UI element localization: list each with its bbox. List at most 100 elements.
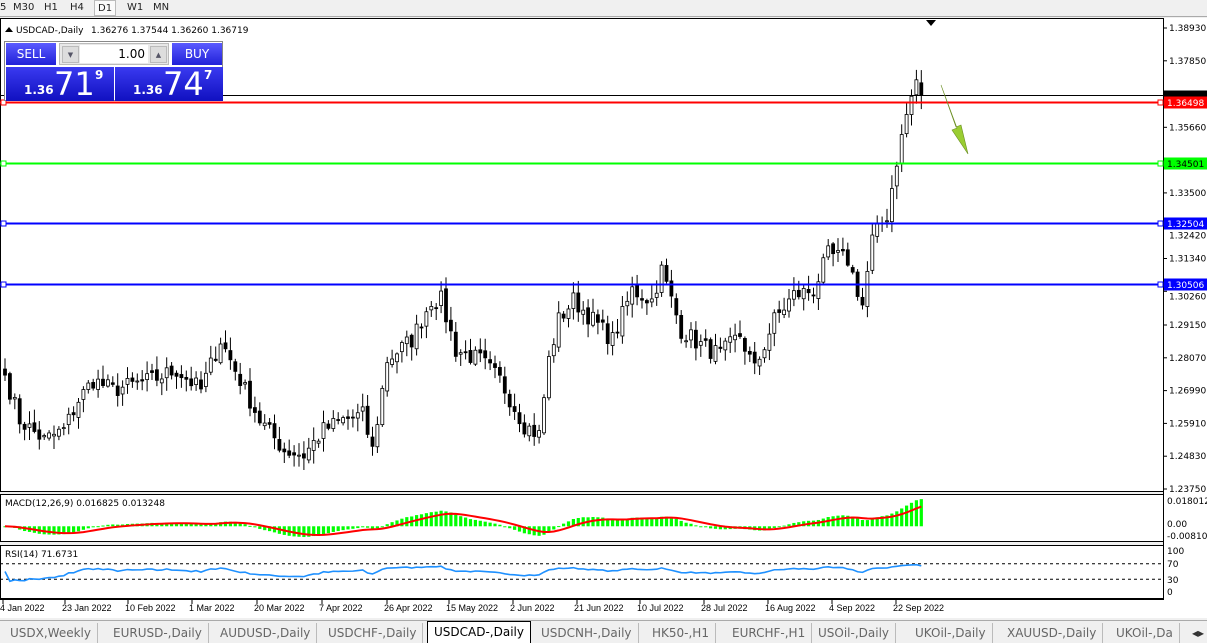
candle-body <box>517 412 522 425</box>
macd-bar <box>679 520 683 527</box>
candle-body <box>27 423 32 428</box>
macd-bar <box>483 521 487 527</box>
lot-size-input[interactable] <box>80 45 148 63</box>
x-tick-label: 10 Jul 2022 <box>637 603 684 613</box>
chart-tab[interactable]: XAUUSD-,Daily <box>1001 623 1104 643</box>
x-tick-label: 28 Jul 2022 <box>701 603 748 613</box>
macd-bar <box>689 523 693 527</box>
level-handle[interactable] <box>0 220 7 227</box>
candle-body <box>3 368 7 376</box>
timeframe-m30[interactable]: M30 <box>13 2 35 13</box>
candle-body <box>635 284 639 298</box>
chart-shift-marker[interactable] <box>926 20 936 26</box>
candle-body <box>845 249 850 266</box>
macd-bar <box>194 524 198 527</box>
candle-body <box>811 294 816 297</box>
chart-tab[interactable]: UKOil-,Da <box>1110 623 1180 643</box>
candle-body <box>615 331 620 334</box>
buy-button[interactable]: BUY <box>172 43 222 65</box>
macd-bar <box>444 511 448 527</box>
level-handle[interactable] <box>1157 281 1164 288</box>
level-handle[interactable] <box>1157 99 1164 106</box>
lot-decrease-button[interactable]: ▼ <box>62 46 79 63</box>
timeframe-mn[interactable]: MN <box>153 2 170 13</box>
macd-bar <box>919 499 923 527</box>
chart-tab[interactable]: HK50-,H1 <box>646 623 716 643</box>
x-tick-label: 4 Jan 2022 <box>0 603 45 613</box>
candle-body <box>654 292 659 298</box>
tab-scroll-arrows[interactable]: ◂▸ <box>1192 626 1205 640</box>
macd-bar <box>498 524 502 527</box>
candle-body <box>228 350 233 361</box>
candle-body <box>899 134 904 165</box>
candle-body <box>493 363 497 368</box>
candle-body <box>86 382 91 390</box>
timeframe-5[interactable]: 5 <box>0 2 7 13</box>
macd-bar <box>860 519 865 527</box>
candle-body <box>301 453 306 459</box>
macd-bar <box>209 523 213 527</box>
candle-body <box>164 367 169 379</box>
candle-body <box>841 248 845 252</box>
macd-bar <box>238 523 242 527</box>
macd-bar <box>596 517 600 527</box>
arrow-down-icon[interactable] <box>940 84 969 155</box>
candle-body <box>282 448 287 453</box>
buy-price-button[interactable]: 1.36 74 7 <box>115 65 223 103</box>
macd-signal-line <box>4 505 922 537</box>
candle-body <box>390 358 395 365</box>
candle-body <box>537 430 541 438</box>
timeframe-h1[interactable]: H1 <box>44 2 58 13</box>
macd-bar <box>762 526 767 531</box>
chart-tab[interactable]: EURCHF-,H1 <box>726 623 813 643</box>
macd-bar <box>694 525 698 527</box>
chart-tab[interactable]: USDCHF-,Daily <box>322 623 424 643</box>
level-handle[interactable] <box>0 99 7 106</box>
macd-bar <box>772 526 776 528</box>
candle-body <box>591 311 595 326</box>
chart-tab[interactable]: UKOil-,Daily <box>909 623 993 643</box>
buy-price-pips: 74 <box>163 65 204 103</box>
candle-body <box>757 358 762 367</box>
candle-body <box>321 422 326 439</box>
timeframe-d1[interactable]: D1 <box>94 0 117 16</box>
macd-bar <box>258 526 262 529</box>
macd-bar <box>91 526 95 528</box>
candle-body <box>596 314 600 323</box>
candle-body <box>698 341 703 346</box>
level-handle[interactable] <box>0 281 7 288</box>
sell-price-button[interactable]: 1.36 71 9 <box>6 65 114 103</box>
candle-body <box>576 292 581 313</box>
candle-body <box>208 357 213 373</box>
candle-body <box>223 342 228 350</box>
chart-tab[interactable]: USOil-,Daily <box>812 623 897 643</box>
candle-body <box>547 356 551 399</box>
level-handle[interactable] <box>0 160 7 167</box>
macd-bar <box>905 505 909 527</box>
candle-body <box>483 350 488 359</box>
candle-body <box>581 309 586 315</box>
chart-tab[interactable]: USDCNH-,Daily <box>535 623 639 643</box>
macd-bar <box>434 511 438 527</box>
candle-body <box>772 312 777 334</box>
x-tick-label: 10 Feb 2022 <box>125 603 176 613</box>
lot-increase-button[interactable]: ▲ <box>150 46 167 63</box>
timeframe-w1[interactable]: W1 <box>127 2 144 13</box>
timeframe-h4[interactable]: H4 <box>70 2 84 13</box>
chart-tab[interactable]: AUDUSD-,Daily <box>214 623 318 643</box>
y-tick-label: 1.23750 <box>1169 485 1206 495</box>
candle-body <box>703 338 708 341</box>
chart-tab[interactable]: EURUSD-,Daily <box>107 623 209 643</box>
level-handle[interactable] <box>1157 160 1164 167</box>
candle-body <box>61 427 66 430</box>
price-chart[interactable]: 1.38930 1.37850 1.35660 1.33500 1.32420 1.313… <box>0 18 1207 618</box>
candle-body <box>561 313 566 319</box>
candle-body <box>836 250 840 253</box>
macd-bar <box>581 517 585 527</box>
chart-tab[interactable]: USDX,Weekly <box>4 623 98 643</box>
macd-bar <box>513 526 517 530</box>
level-handle[interactable] <box>1157 220 1164 227</box>
sell-button[interactable]: SELL <box>6 43 56 65</box>
macd-bar <box>272 526 277 533</box>
chart-tab[interactable]: USDCAD-,Daily <box>427 621 531 643</box>
